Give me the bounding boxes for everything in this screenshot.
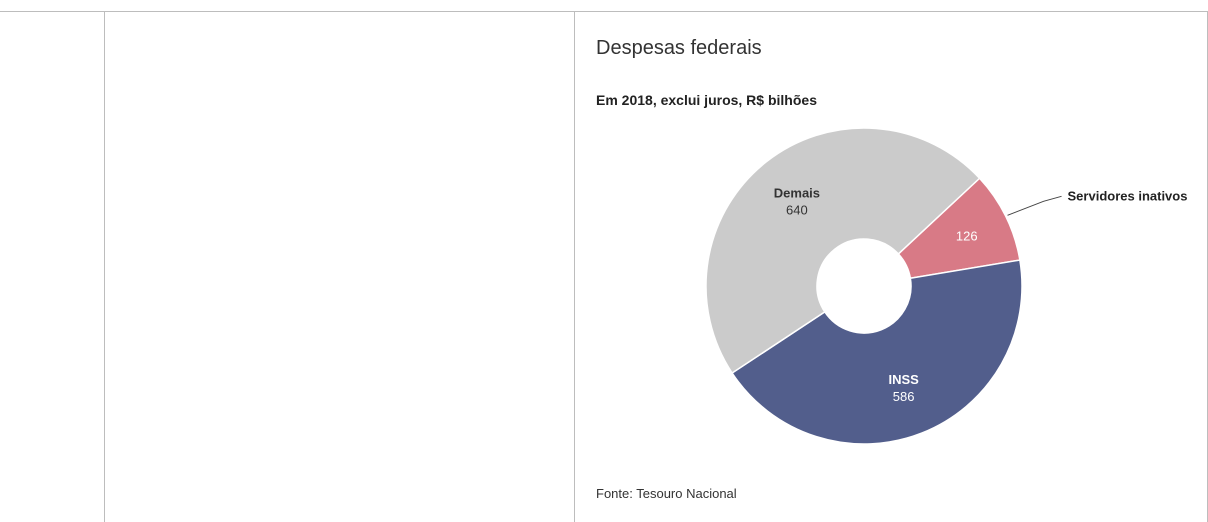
chart-panel: Despesas federais Em 2018, exclui juros,… xyxy=(575,12,1207,522)
data-label-value-inss: 586 xyxy=(893,389,915,404)
donut-chart: 126 Servidores inativos INSS 586 Demais 640 xyxy=(705,127,1188,445)
column-divider-2 xyxy=(574,11,575,522)
data-label-value-servidores-inativos: 126 xyxy=(956,228,978,243)
column-divider-1 xyxy=(104,11,105,522)
data-label-name-servidores-inativos: Servidores inativos xyxy=(1068,188,1188,203)
table-top-border xyxy=(0,11,1208,12)
slice-inss xyxy=(731,259,1023,445)
leader-line-servidores-inativos xyxy=(1007,195,1062,216)
data-label-value-demais: 640 xyxy=(786,203,808,218)
data-label-name-inss: INSS xyxy=(888,372,919,387)
slice-demais xyxy=(705,127,981,375)
chart-title: Despesas federais xyxy=(596,37,762,59)
chart-source: Fonte: Tesouro Nacional xyxy=(596,486,737,501)
chart-subtitle: Em 2018, exclui juros, R$ bilhões xyxy=(596,92,817,108)
data-label-name-demais: Demais xyxy=(774,186,820,201)
